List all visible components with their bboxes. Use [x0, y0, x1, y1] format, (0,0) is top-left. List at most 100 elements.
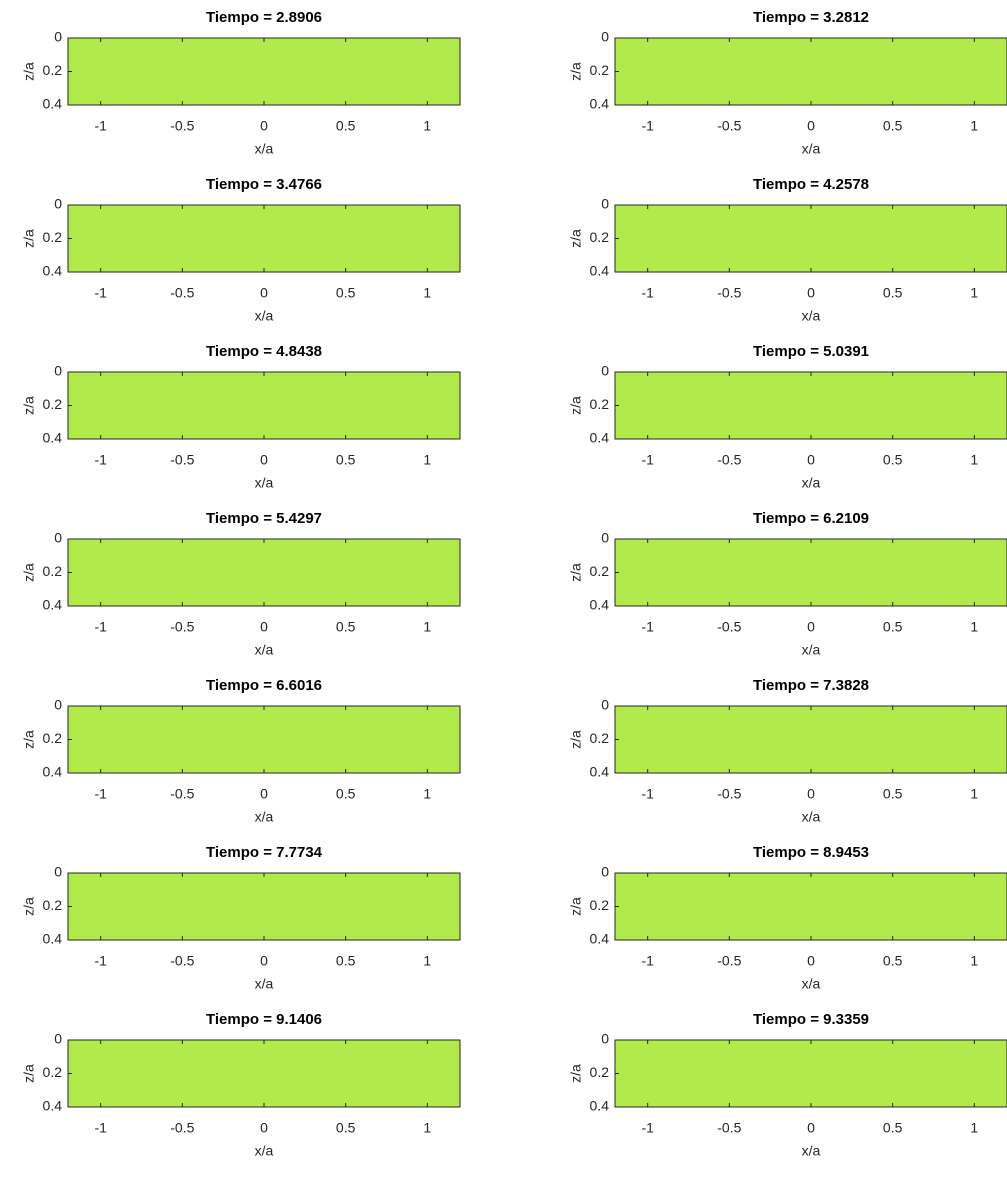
subplot-title: Tiempo = 7.7734: [206, 844, 323, 861]
x-tick-label: 0: [260, 1120, 268, 1136]
x-tick-label: 1: [970, 118, 978, 134]
y-tick-label: 0.2: [590, 1064, 610, 1080]
x-tick-label: 0: [807, 619, 815, 635]
x-tick-label: -1: [641, 786, 654, 802]
x-tick-label: 0.5: [336, 1120, 356, 1136]
y-tick-label: 0.2: [590, 563, 610, 579]
x-tick-label: 0: [807, 1120, 815, 1136]
y-tick-label: 0.2: [43, 229, 63, 245]
x-axis-label: x/a: [802, 308, 821, 324]
y-tick-label: 0.4: [43, 263, 63, 279]
subplot-title: Tiempo = 3.4766: [206, 176, 322, 193]
y-tick-label: 0.2: [43, 396, 63, 412]
y-tick-label: 0: [54, 29, 62, 45]
field: [67, 1039, 461, 1108]
x-tick-label: 0.5: [883, 619, 903, 635]
y-axis-label: z/a: [21, 897, 37, 916]
x-tick-label: 1: [423, 285, 431, 301]
y-tick-label: 0.2: [43, 730, 63, 746]
x-tick-label: 0: [807, 786, 815, 802]
y-axis-label: z/a: [21, 62, 37, 81]
field: [67, 872, 461, 941]
x-tick-label: -1: [641, 953, 654, 969]
x-tick-label: -1: [94, 452, 107, 468]
y-tick-label: 0.4: [590, 764, 610, 780]
y-axis-label: z/a: [568, 1064, 584, 1083]
subplot-title: Tiempo = 6.6016: [206, 677, 322, 694]
x-axis-label: x/a: [255, 141, 274, 157]
subplot-title: Tiempo = 5.4297: [206, 510, 322, 527]
x-axis-label: x/a: [802, 1143, 821, 1159]
x-tick-label: 1: [970, 953, 978, 969]
subplot: Tiempo = 4.8438 -1 -0.5 0 0.5 1 0 0.2 0.4 x/a z/a: [21, 343, 461, 491]
subplot-title: Tiempo = 8.9453: [753, 844, 869, 861]
x-tick-label: -1: [641, 285, 654, 301]
subplot: Tiempo = 6.6016 -1 -0.5 0 0.5 1 0 0.2 0.4 x/a z/a: [21, 677, 461, 825]
y-axis-label: z/a: [21, 1064, 37, 1083]
y-tick-label: 0: [54, 864, 62, 880]
field: [614, 371, 1007, 440]
y-tick-label: 0.4: [43, 1098, 63, 1114]
x-axis-label: x/a: [802, 141, 821, 157]
subplot-title: Tiempo = 5.0391: [753, 343, 869, 360]
x-axis-label: x/a: [255, 809, 274, 825]
y-tick-label: 0: [54, 1031, 62, 1047]
x-axis-label: x/a: [802, 976, 821, 992]
x-tick-label: 0: [260, 285, 268, 301]
subplot: Tiempo = 4.2578 -1 -0.5 0 0.5 1 0 0.2 0.4 x/a z/a: [568, 176, 1007, 324]
y-tick-label: 0: [601, 864, 609, 880]
y-tick-label: 0.4: [590, 597, 610, 613]
y-axis-label: z/a: [568, 897, 584, 916]
x-tick-label: 1: [423, 619, 431, 635]
x-tick-label: 1: [423, 118, 431, 134]
subplot-title: Tiempo = 6.2109: [753, 510, 869, 527]
x-tick-label: 0: [807, 118, 815, 134]
y-tick-label: 0.2: [43, 563, 63, 579]
y-tick-label: 0.2: [590, 897, 610, 913]
x-tick-label: 1: [423, 786, 431, 802]
x-tick-label: -0.5: [170, 786, 194, 802]
x-tick-label: 0: [260, 118, 268, 134]
x-tick-label: 1: [970, 1120, 978, 1136]
y-tick-label: 0: [601, 29, 609, 45]
y-tick-label: 0: [54, 530, 62, 546]
y-tick-label: 0.4: [590, 263, 610, 279]
subplot: Tiempo = 7.7734 -1 -0.5 0 0.5 1 0 0.2 0.4 x/a z/a: [21, 844, 461, 992]
y-tick-label: 0.2: [43, 62, 63, 78]
subplot-title: Tiempo = 9.3359: [753, 1011, 869, 1028]
x-tick-label: 0: [260, 619, 268, 635]
x-tick-label: -0.5: [717, 452, 741, 468]
x-tick-label: -0.5: [170, 619, 194, 635]
y-tick-label: 0: [601, 1031, 609, 1047]
subplot: Tiempo = 9.1406 -1 -0.5 0 0.5 1 0 0.2 0.4 x/a z/a: [21, 1011, 461, 1159]
x-tick-label: 0: [807, 953, 815, 969]
x-tick-label: 0: [260, 452, 268, 468]
y-axis-label: z/a: [21, 396, 37, 415]
x-tick-label: 1: [970, 619, 978, 635]
x-tick-label: 0: [260, 786, 268, 802]
x-tick-label: -0.5: [717, 786, 741, 802]
x-tick-label: 0.5: [336, 118, 356, 134]
field: [67, 37, 461, 106]
x-tick-label: -0.5: [717, 1120, 741, 1136]
field: [614, 1039, 1007, 1108]
y-axis-label: z/a: [568, 730, 584, 749]
x-tick-label: -0.5: [717, 953, 741, 969]
x-axis-label: x/a: [802, 642, 821, 658]
y-tick-label: 0.2: [590, 62, 610, 78]
x-tick-label: 1: [970, 452, 978, 468]
x-tick-label: 0.5: [883, 786, 903, 802]
x-tick-label: -0.5: [717, 118, 741, 134]
x-tick-label: 1: [423, 953, 431, 969]
subplot: Tiempo = 6.2109 -1 -0.5 0 0.5 1 0 0.2 0.4 x/a z/a: [568, 510, 1007, 658]
x-tick-label: -0.5: [170, 285, 194, 301]
x-tick-label: 0: [260, 953, 268, 969]
subplot-title: Tiempo = 7.3828: [753, 677, 869, 694]
y-axis-label: z/a: [568, 563, 584, 582]
x-tick-label: -0.5: [717, 619, 741, 635]
x-tick-label: 1: [970, 786, 978, 802]
subplot: Tiempo = 9.3359 -1 -0.5 0 0.5 1 0 0.2 0.4 x/a z/a: [568, 1011, 1007, 1159]
subplot-title: Tiempo = 2.8906: [206, 9, 322, 26]
x-tick-label: -1: [641, 118, 654, 134]
